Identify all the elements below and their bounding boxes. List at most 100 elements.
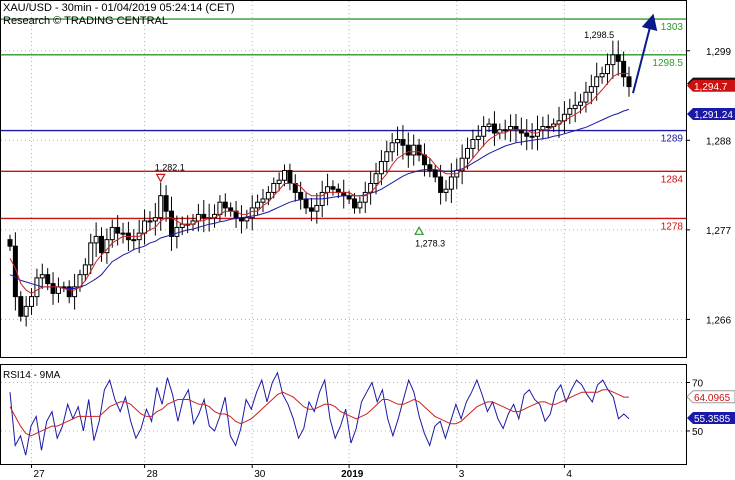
chart-annotations: 1,282.1 1,278.3 1,298.5: [155, 30, 614, 248]
candle: [373, 162, 379, 195]
candle: [147, 211, 153, 231]
candle-body: [120, 232, 126, 235]
candle: [104, 228, 110, 264]
projection-arrow: [632, 13, 658, 94]
support-resistance-levels: [1, 18, 686, 220]
candle: [395, 126, 401, 156]
candle-body: [228, 207, 234, 212]
candle-body: [158, 195, 164, 219]
candle-body: [12, 245, 18, 298]
candle-body: [567, 108, 573, 115]
candle-body: [626, 76, 632, 88]
candle: [524, 119, 530, 151]
candle-body: [529, 135, 535, 138]
rsi-tag-bg: [686, 390, 735, 404]
rsi-tag-55.3585: 55.3585: [687, 411, 735, 425]
candle: [120, 222, 126, 244]
candle: [529, 123, 535, 150]
candle: [443, 180, 449, 202]
price-panel-frame: [0, 0, 687, 358]
candle-body: [88, 242, 94, 266]
candle: [357, 196, 363, 214]
candle-body: [195, 213, 201, 222]
candle: [470, 129, 476, 159]
candle-body: [545, 125, 551, 128]
time-axis-label-28: 28: [147, 469, 159, 480]
price-axis-tick-label: 1,277: [706, 226, 731, 237]
candle: [244, 209, 250, 229]
candle: [481, 116, 487, 147]
level-label-1298.5: 1298.5: [652, 58, 683, 69]
level-label-1289: 1289: [661, 134, 684, 145]
candle-body: [217, 201, 223, 215]
candle-body: [395, 139, 401, 144]
candle: [255, 194, 261, 216]
candle: [610, 40, 616, 79]
level-label-1284: 1284: [661, 174, 684, 185]
rsi-9ma-line: [9, 389, 629, 437]
candle-body: [416, 144, 422, 156]
rsi-panel-title: RSI14 - 9MA: [3, 370, 61, 381]
candle-body: [443, 188, 449, 193]
candle: [604, 53, 610, 85]
candle-body: [201, 213, 207, 219]
candle: [18, 291, 24, 322]
candle: [168, 196, 174, 251]
time-axis: 27 28 30 2019 3 4: [31, 464, 572, 480]
candle-body: [23, 305, 29, 317]
candle-body: [610, 54, 616, 66]
annotation-high-label: 1,282.1: [155, 162, 185, 172]
candle-body: [518, 129, 524, 134]
time-axis-label-30: 30: [254, 469, 266, 480]
candle-body: [604, 64, 610, 75]
candle: [378, 150, 384, 186]
time-axis-label-2019: 2019: [341, 469, 364, 480]
candle: [115, 215, 121, 246]
price-tag-bg: [687, 107, 735, 120]
time-axis-label-4: 4: [566, 469, 572, 480]
candle-body: [255, 201, 261, 209]
candle-body: [174, 226, 180, 237]
price-tag-label: 1,291.24: [694, 110, 733, 121]
price-tag-bg: [687, 79, 735, 92]
candle: [260, 189, 266, 213]
candle: [93, 222, 99, 257]
candle-body: [427, 164, 433, 171]
candle-body: [411, 144, 417, 156]
candle-body: [362, 191, 368, 203]
rsi-tag-label: 55.3585: [694, 414, 731, 425]
candle: [276, 172, 282, 192]
candle-body: [325, 186, 331, 193]
candle: [131, 229, 137, 251]
candle: [99, 227, 105, 262]
chart-title: XAU/USD - 30min - 01/04/2019 05:24:14 (C…: [3, 2, 235, 14]
candle: [475, 125, 481, 151]
rsi-panel-frame: [0, 364, 687, 465]
candle-body: [287, 169, 293, 184]
candle: [314, 193, 320, 224]
candle-body: [61, 286, 67, 289]
candle-body: [66, 286, 72, 298]
support-marker-up-triangle: [414, 226, 425, 235]
candle-body: [50, 283, 56, 294]
candle: [621, 51, 627, 87]
candle-body: [72, 286, 78, 298]
candle-body: [260, 198, 266, 203]
candle: [405, 132, 411, 168]
rsi-tag-label: 64.0965: [694, 393, 731, 404]
candle: [411, 134, 417, 166]
candle-body: [93, 235, 99, 244]
candle-body: [583, 91, 589, 103]
candle: [39, 263, 45, 289]
candle: [389, 133, 395, 162]
candle-body: [470, 139, 476, 149]
candle-body: [109, 226, 115, 241]
candle: [330, 180, 336, 196]
candle: [626, 66, 632, 97]
annotation-low-label: 1,278.3: [415, 238, 445, 248]
candle-body: [39, 274, 45, 279]
rsi-axis-tick-label: 50: [692, 427, 704, 438]
candle: [222, 193, 228, 217]
candle: [615, 40, 621, 76]
chart-source: Research © TRADING CENTRAL: [3, 15, 168, 27]
